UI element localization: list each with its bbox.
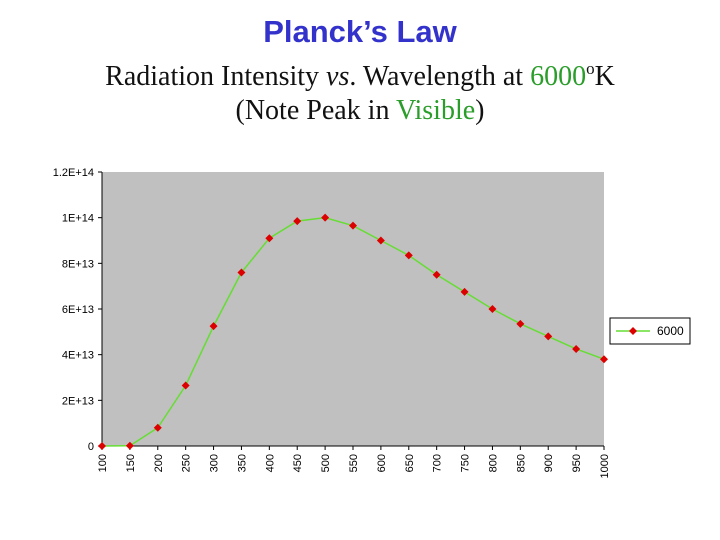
y-tick-label: 4E+13	[62, 350, 94, 362]
y-tick-label: 6E+13	[62, 304, 94, 316]
x-tick-label: 750	[460, 454, 472, 472]
subtitle-visible: Visible	[395, 95, 476, 126]
x-tick-label: 300	[209, 454, 221, 472]
data-point	[209, 322, 218, 331]
x-tick-label: 250	[181, 454, 193, 472]
x-tick-label: 900	[543, 454, 555, 472]
x-tick-label: 950	[571, 454, 583, 472]
y-tick-label: 2E+13	[62, 395, 94, 407]
data-point	[572, 344, 581, 353]
subtitle-unit: K	[594, 61, 615, 92]
x-tick-label: 800	[487, 454, 499, 472]
subtitle-prefix: Radiation Intensity	[105, 61, 327, 92]
y-tick-label: 1E+14	[62, 213, 94, 225]
subtitle-middle: . Wavelength at	[349, 61, 531, 92]
x-tick-label: 650	[404, 454, 416, 472]
x-tick-label: 150	[125, 454, 137, 472]
data-point	[237, 268, 246, 277]
x-tick-label: 350	[236, 454, 248, 472]
data-point	[460, 287, 469, 296]
x-tick-label: 400	[264, 454, 276, 472]
x-tick-label: 200	[153, 454, 165, 472]
subtitle-degree: o	[586, 59, 595, 78]
data-point	[293, 217, 302, 226]
subtitle-temperature: 6000	[530, 61, 587, 92]
x-tick-label: 1000	[599, 454, 611, 478]
data-point	[321, 213, 330, 222]
subtitle-vs: vs	[326, 61, 350, 92]
legend-marker	[629, 327, 637, 335]
page-title: Planck’s Law	[263, 14, 457, 49]
data-point	[516, 319, 525, 328]
x-tick-label: 550	[348, 454, 360, 472]
subtitle-note-suffix: )	[475, 95, 485, 126]
x-tick-label: 500	[320, 454, 332, 472]
y-tick-label: 8E+13	[62, 258, 94, 270]
legend-label: 6000	[657, 324, 684, 338]
data-point	[153, 423, 162, 432]
chart-subtitle: Radiation Intensity vs. Wavelength at 60…	[0, 60, 720, 128]
x-tick-label: 100	[97, 454, 109, 472]
y-tick-label: 1.2E+14	[53, 167, 94, 179]
x-tick-label: 700	[432, 454, 444, 472]
x-tick-label: 600	[376, 454, 388, 472]
plot-area	[102, 172, 604, 446]
data-point	[544, 332, 553, 341]
data-point	[404, 251, 413, 260]
y-tick-label: 0	[88, 441, 94, 453]
data-point	[432, 270, 441, 279]
data-point	[98, 442, 106, 450]
x-tick-label: 450	[292, 454, 304, 472]
x-tick-label: 850	[515, 454, 527, 472]
data-point	[488, 305, 497, 313]
data-point	[376, 236, 385, 245]
subtitle-note-prefix: (Note Peak in	[235, 95, 396, 126]
data-point	[181, 381, 190, 390]
subtitle-line-2: (Note Peak in Visible)	[0, 94, 720, 128]
data-point	[125, 441, 134, 450]
subtitle-line-1: Radiation Intensity vs. Wavelength at 60…	[0, 60, 720, 94]
data-point	[349, 221, 357, 230]
data-point	[600, 355, 608, 364]
data-point	[265, 234, 274, 243]
